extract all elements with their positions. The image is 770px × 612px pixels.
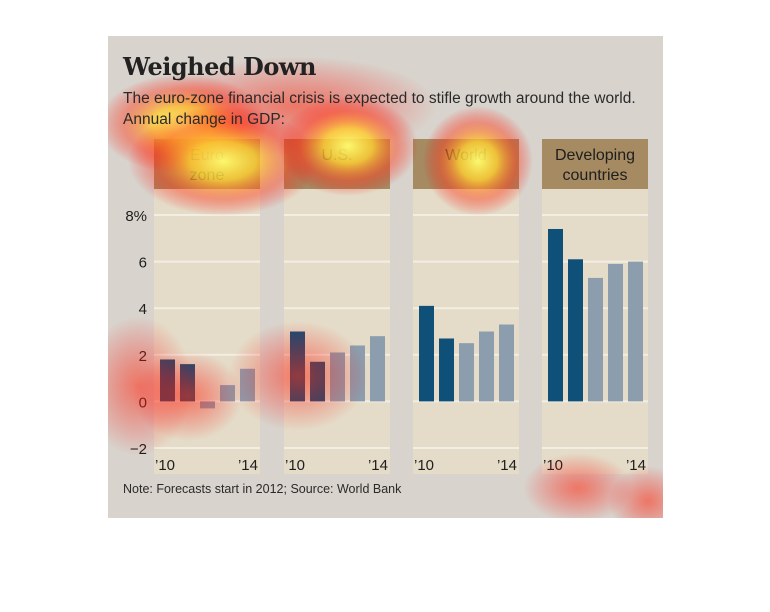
x-tick-label: ’14 [238, 457, 258, 474]
bar-2012 [588, 277, 603, 402]
bar-2013 [350, 345, 365, 402]
bar-2012 [459, 343, 474, 402]
bar-2010 [548, 228, 563, 402]
x-tick-label: ’10 [414, 457, 434, 474]
bar-2014 [499, 324, 514, 402]
x-tick-label: ’10 [155, 457, 175, 474]
panel-label: U.S. [321, 147, 352, 164]
x-tick-label: ’14 [626, 457, 646, 474]
panel-label: World [445, 147, 487, 164]
chart-subtitle: The euro-zone financial crisis is expect… [123, 90, 636, 128]
panel-label: Developing [555, 147, 635, 164]
bar-2014 [628, 261, 643, 402]
bar-2012 [330, 352, 345, 402]
panel-header [542, 139, 648, 189]
panel-label: Euro [190, 147, 224, 164]
bar-2011 [180, 364, 195, 402]
bar-2014 [370, 336, 385, 402]
y-tick-label: 0 [139, 394, 147, 411]
panel-background [284, 139, 390, 474]
bar-2013 [608, 263, 623, 402]
y-tick-label: 6 [139, 255, 147, 272]
y-tick-label: −2 [130, 441, 147, 458]
bar-2012 [200, 401, 215, 409]
bar-2014 [240, 368, 255, 402]
bar-2010 [290, 331, 305, 402]
bar-2013 [220, 385, 235, 402]
bar-2010 [160, 359, 175, 402]
x-tick-label: ’10 [285, 457, 305, 474]
y-tick-label: 4 [139, 301, 147, 318]
panel-label: zone [190, 167, 225, 184]
y-tick-label: 2 [139, 348, 147, 365]
panel-label: countries [563, 167, 628, 184]
bar-2011 [439, 338, 454, 402]
y-tick-label: 8% [125, 208, 147, 225]
bar-2011 [568, 259, 583, 402]
x-tick-label: ’14 [368, 457, 388, 474]
bar-2013 [479, 331, 494, 402]
bar-2010 [419, 305, 434, 402]
bar-2011 [310, 361, 325, 402]
panel-background [154, 139, 260, 474]
x-tick-label: ’10 [543, 457, 563, 474]
x-tick-label: ’14 [497, 457, 517, 474]
chart-title: Weighed Down [123, 52, 316, 81]
chart-note: Note: Forecasts start in 2012; Source: W… [123, 482, 402, 496]
chart-figure: Euro zone U.S. World Developing countries 8% 6 4… [108, 36, 663, 518]
